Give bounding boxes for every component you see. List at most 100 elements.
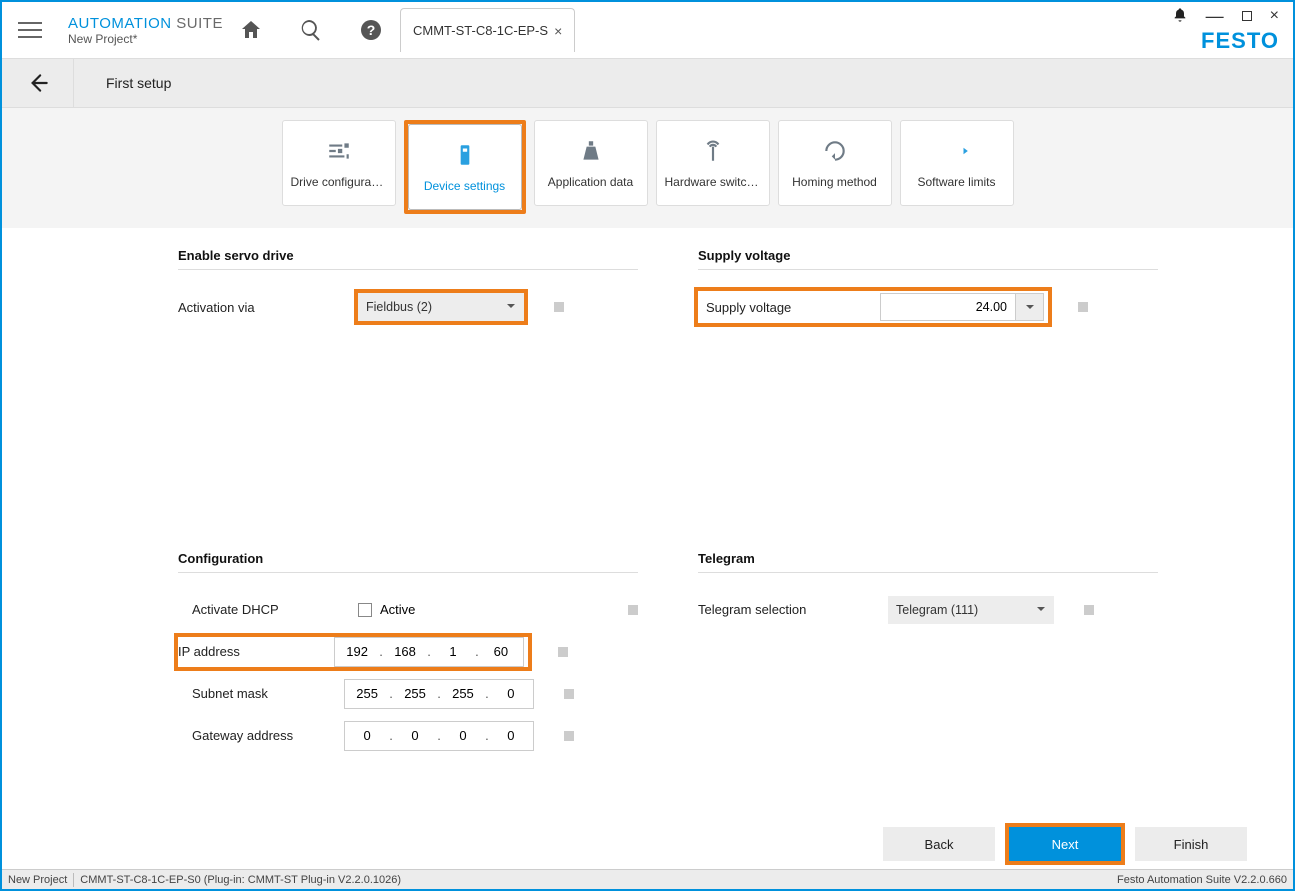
step-device-settings[interactable]: Device settings (408, 124, 522, 210)
homing-icon (821, 137, 849, 165)
telegram-selection-dropdown[interactable]: Telegram (111) (888, 596, 1054, 624)
sliders-icon (325, 137, 353, 165)
supply-voltage-input-wrap (880, 293, 1044, 321)
supply-voltage-input[interactable] (880, 293, 1016, 321)
status-indicator (1078, 302, 1088, 312)
ip-octet-3[interactable] (431, 644, 475, 659)
window-controls: — × (1172, 7, 1279, 26)
activate-dhcp-label: Activate DHCP (178, 602, 358, 617)
status-indicator (564, 689, 574, 699)
step-hardware-switches[interactable]: Hardware switches (656, 120, 770, 206)
section-title: Enable servo drive (178, 248, 638, 270)
menu-button[interactable] (2, 2, 58, 58)
section-supply-voltage: Supply voltage Supply voltage (698, 248, 1158, 551)
subnet-octet-3[interactable] (441, 686, 485, 701)
window-maximize-icon[interactable] (1242, 11, 1252, 21)
activate-dhcp-checkbox[interactable] (358, 603, 372, 617)
gateway-address-input[interactable]: . . . (344, 721, 534, 751)
ip-address-highlight: IP address . . . (178, 637, 528, 667)
section-title: Telegram (698, 551, 1158, 573)
section-title: Configuration (178, 551, 638, 573)
ip-address-label: IP address (178, 644, 334, 659)
ip-octet-4[interactable] (479, 644, 523, 659)
svg-text:?: ? (367, 22, 376, 38)
step-label: Homing method (788, 175, 881, 189)
active-label: Active (380, 602, 415, 617)
status-indicator (554, 302, 564, 312)
step-label: Hardware switches (661, 175, 765, 189)
subnet-mask-label: Subnet mask (178, 686, 344, 701)
project-name: New Project* (68, 32, 228, 46)
hamburger-icon (18, 22, 42, 38)
supply-voltage-stepper[interactable] (1016, 293, 1044, 321)
content-area: Enable servo drive Activation via Fieldb… (2, 228, 1293, 889)
gateway-octet-3[interactable] (441, 728, 485, 743)
status-bar: New Project CMMT-ST-C8-1C-EP-S0 (Plug-in… (2, 869, 1293, 889)
section-configuration: Configuration Activate DHCP Active IP ad… (178, 551, 638, 890)
gateway-address-label: Gateway address (178, 728, 344, 743)
gateway-octet-4[interactable] (489, 728, 533, 743)
app-title-auto: AUTOMATION (68, 15, 172, 32)
subnet-octet-4[interactable] (489, 686, 533, 701)
window-minimize-icon[interactable]: — (1206, 11, 1224, 21)
step-application-data[interactable]: Application data (534, 120, 648, 206)
subnet-octet-1[interactable] (345, 686, 389, 701)
section-title: Supply voltage (698, 248, 1158, 270)
page-title: First setup (106, 75, 171, 91)
status-project: New Project (8, 874, 67, 886)
ip-address-input[interactable]: . . . (334, 637, 524, 667)
next-button[interactable]: Next (1009, 827, 1121, 861)
gateway-octet-2[interactable] (393, 728, 437, 743)
top-right: — × FESTO (1172, 7, 1285, 54)
supply-voltage-highlight: Supply voltage (698, 291, 1048, 323)
step-highlight: Device settings (404, 120, 526, 214)
notifications-icon[interactable] (1172, 7, 1188, 26)
finish-button[interactable]: Finish (1135, 827, 1247, 861)
telegram-selection-label: Telegram selection (698, 602, 888, 617)
ip-octet-1[interactable] (335, 644, 379, 659)
chevron-down-icon (1036, 603, 1046, 617)
ip-octet-2[interactable] (383, 644, 427, 659)
step-label: Application data (544, 175, 637, 189)
supply-voltage-label: Supply voltage (706, 300, 880, 315)
device-icon (451, 141, 479, 169)
step-label: Drive configurati... (287, 175, 391, 189)
section-enable-servo: Enable servo drive Activation via Fieldb… (178, 248, 638, 551)
status-plugin: CMMT-ST-C8-1C-EP-S0 (Plug-in: CMMT-ST Pl… (80, 874, 401, 886)
status-indicator (564, 731, 574, 741)
search-icon[interactable] (298, 17, 324, 43)
activation-via-dropdown[interactable]: Fieldbus (2) (358, 293, 524, 321)
dropdown-value: Telegram (111) (896, 603, 978, 617)
app-title-suite: SUITE (172, 15, 223, 32)
secondary-bar: First setup (2, 58, 1293, 108)
status-indicator (558, 647, 568, 657)
home-icon[interactable] (238, 17, 264, 43)
back-arrow-button[interactable] (2, 59, 74, 107)
step-homing-method[interactable]: Homing method (778, 120, 892, 206)
subnet-mask-input[interactable]: . . . (344, 679, 534, 709)
dropdown-value: Fieldbus (2) (366, 300, 432, 314)
wizard-steps: Drive configurati... Device settings App… (2, 108, 1293, 228)
back-button[interactable]: Back (883, 827, 995, 861)
app-title-block: AUTOMATION SUITE New Project* (68, 15, 228, 46)
chevron-down-icon (506, 300, 516, 314)
wizard-footer-buttons: Back Next Finish (883, 827, 1247, 861)
limits-icon (943, 137, 971, 165)
status-indicator (1084, 605, 1094, 615)
antenna-icon (699, 137, 727, 165)
activation-via-label: Activation via (178, 300, 358, 315)
window-close-icon[interactable]: × (1270, 7, 1279, 25)
document-tab[interactable]: CMMT-ST-C8-1C-EP-S × (400, 8, 575, 52)
subnet-octet-2[interactable] (393, 686, 437, 701)
topbar: AUTOMATION SUITE New Project* ? CMMT-ST-… (2, 2, 1293, 58)
status-indicator (628, 605, 638, 615)
status-version: Festo Automation Suite V2.2.0.660 (1117, 874, 1287, 886)
gateway-octet-1[interactable] (345, 728, 389, 743)
tab-label: CMMT-ST-C8-1C-EP-S (413, 23, 548, 38)
step-drive-configuration[interactable]: Drive configurati... (282, 120, 396, 206)
help-icon[interactable]: ? (358, 17, 384, 43)
brand-logo: FESTO (1201, 28, 1279, 54)
step-software-limits[interactable]: Software limits (900, 120, 1014, 206)
tab-close-icon[interactable]: × (554, 23, 562, 39)
step-label: Software limits (913, 175, 999, 189)
